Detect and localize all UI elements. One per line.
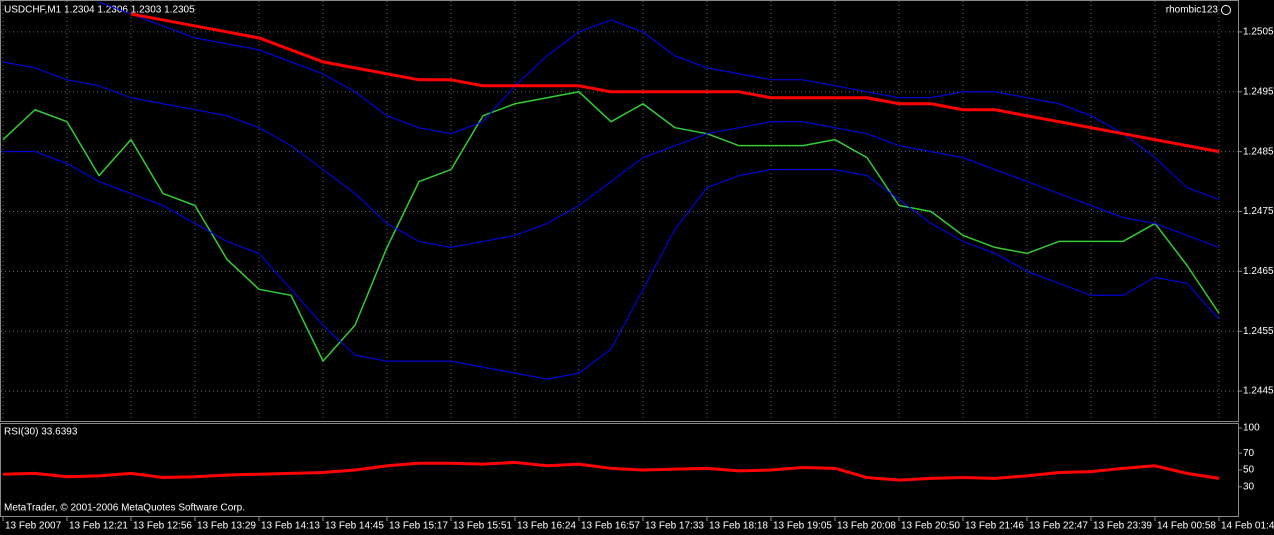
smiley-icon	[1221, 5, 1231, 15]
x-tick-label: 13 Feb 21:46	[965, 521, 1024, 532]
x-tick-label: 13 Feb 16:24	[517, 521, 576, 532]
series-line	[130, 12, 1220, 154]
y-tick-label: 30	[1243, 481, 1255, 492]
account-name: rhombic123	[1166, 5, 1219, 16]
series-line	[2, 61, 1220, 248]
y-tick-label: 70	[1243, 448, 1255, 459]
x-tick-label: 13 Feb 15:17	[389, 521, 448, 532]
x-tick-label: 13 Feb 22:47	[1029, 521, 1088, 532]
x-tick-label: 13 Feb 14:13	[261, 521, 320, 532]
series-line	[2, 460, 1220, 482]
series-line	[3, 151, 1220, 380]
x-tick-label: 13 Feb 20:08	[837, 521, 896, 532]
x-tick-label: 13 Feb 2007	[5, 521, 62, 532]
x-tick-label: 13 Feb 17:33	[645, 521, 704, 532]
x-tick-label: 14 Feb 01:44	[1221, 521, 1274, 532]
y-tick-label: 1.2455	[1243, 326, 1274, 337]
x-tick-label: 13 Feb 19:05	[773, 521, 832, 532]
series-line	[2, 91, 1220, 362]
x-tick-label: 13 Feb 20:50	[901, 521, 960, 532]
x-tick-label: 13 Feb 23:39	[1093, 521, 1152, 532]
y-tick-label: 1.2465	[1243, 266, 1274, 277]
y-tick-label: 1.2485	[1243, 146, 1274, 157]
x-tick-label: 13 Feb 13:29	[197, 521, 256, 532]
y-tick-label: 100	[1243, 423, 1260, 434]
y-tick-label: 1.2475	[1243, 206, 1274, 217]
x-tick-label: 13 Feb 12:21	[69, 521, 128, 532]
x-tick-label: 13 Feb 15:51	[453, 521, 512, 532]
y-tick-label: 50	[1243, 465, 1255, 476]
y-tick-label: 1.2495	[1243, 86, 1274, 97]
rsi-title: RSI(30) 33.6393	[4, 427, 78, 438]
x-tick-label: 13 Feb 14:45	[325, 521, 384, 532]
x-tick-label: 14 Feb 00:58	[1157, 521, 1216, 532]
y-tick-label: 1.2445	[1243, 386, 1274, 397]
x-tick-label: 13 Feb 12:56	[133, 521, 192, 532]
y-tick-label: 1.2505	[1243, 27, 1274, 38]
x-tick-label: 13 Feb 18:18	[709, 521, 768, 532]
series-line	[98, 1, 1220, 200]
copyright: MetaTrader, © 2001-2006 MetaQuotes Softw…	[4, 503, 245, 514]
x-tick-label: 13 Feb 16:57	[581, 521, 640, 532]
chart-title: USDCHF,M1 1.2304 1.2306 1.2303 1.2305	[4, 5, 195, 16]
